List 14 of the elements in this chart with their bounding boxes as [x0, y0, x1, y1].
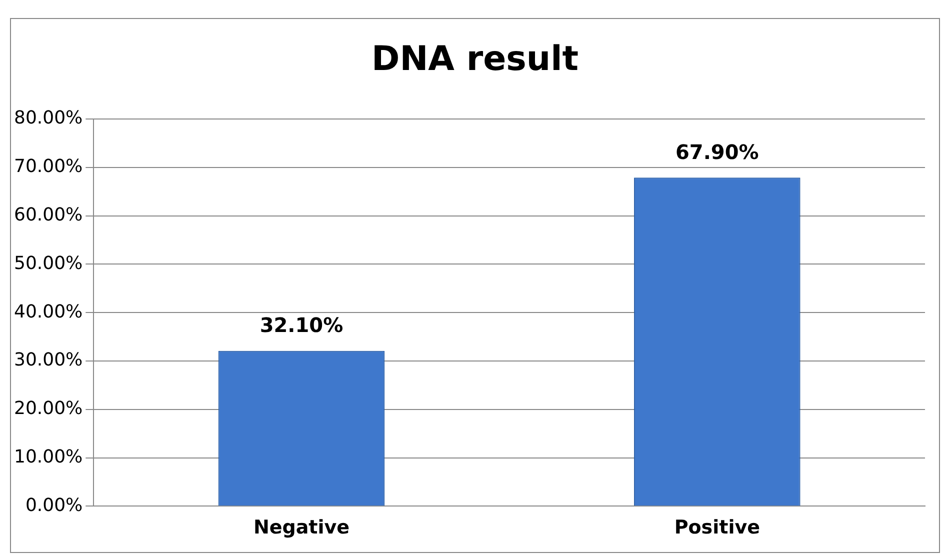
- y-tick-label: 50.00%: [14, 252, 83, 274]
- y-tick-label: 0.00%: [25, 494, 83, 516]
- data-label: 67.90%: [676, 140, 759, 164]
- y-tick-label: 30.00%: [14, 350, 83, 371]
- chart-title: DNA result: [370, 39, 580, 79]
- y-tick-label: 40.00%: [14, 301, 83, 322]
- y-tick-label: 60.00%: [14, 204, 83, 226]
- y-tick-label: 10.00%: [14, 446, 83, 468]
- y-tick-label: 20.00%: [14, 398, 83, 420]
- y-tick-label: 70.00%: [14, 156, 83, 178]
- y-tick-label: 80.00%: [14, 108, 83, 129]
- data-label: 32.10%: [260, 313, 344, 338]
- x-tick-label: Positive: [674, 516, 760, 539]
- x-tick-label: Negative: [253, 516, 350, 539]
